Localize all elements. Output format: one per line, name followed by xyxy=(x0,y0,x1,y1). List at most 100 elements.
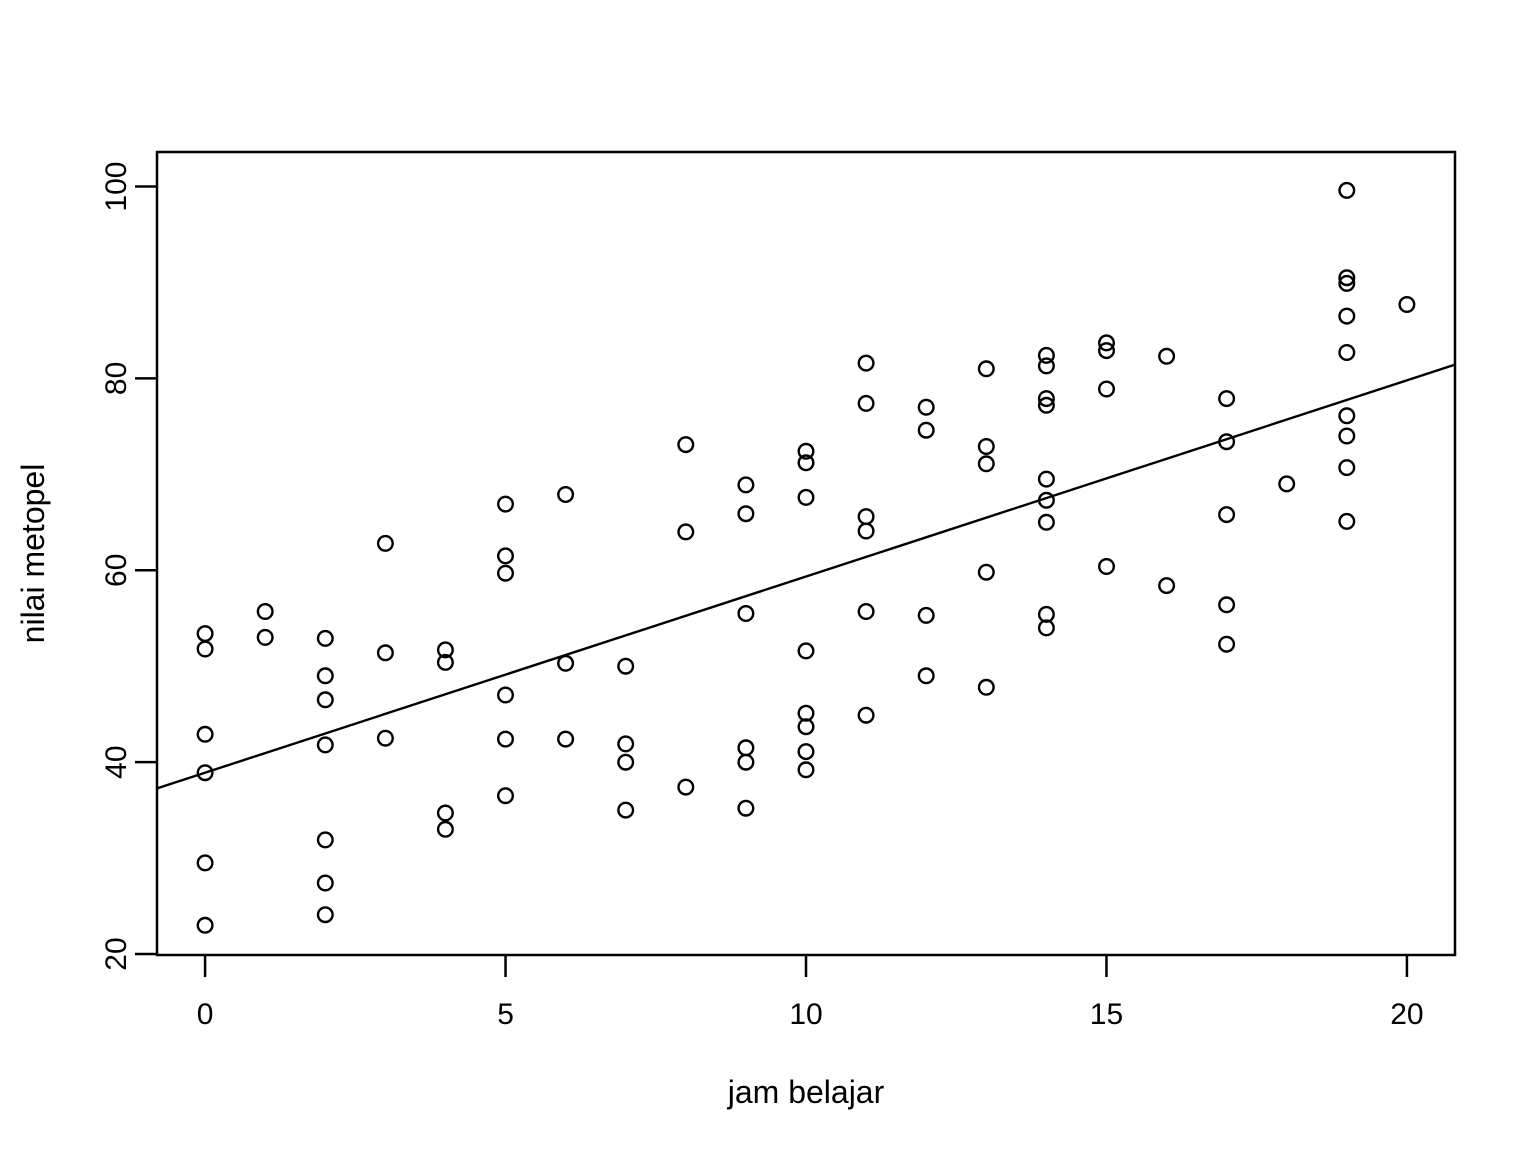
data-point xyxy=(497,686,515,704)
data-point xyxy=(436,820,454,838)
data-point xyxy=(917,398,935,416)
data-point xyxy=(857,394,875,412)
data-point xyxy=(737,799,755,817)
data-point xyxy=(1338,274,1356,292)
data-point xyxy=(1037,390,1055,408)
data-point xyxy=(797,642,815,660)
data-point xyxy=(557,730,575,748)
data-point xyxy=(497,547,515,565)
data-point xyxy=(617,801,635,819)
data-point xyxy=(857,603,875,621)
data-point xyxy=(857,522,875,540)
data-point xyxy=(557,486,575,504)
data-point xyxy=(376,534,394,552)
data-point xyxy=(316,736,334,754)
data-point xyxy=(376,644,394,662)
data-point xyxy=(1218,635,1236,653)
data-point xyxy=(857,354,875,372)
data-point xyxy=(677,778,695,796)
plot-box xyxy=(155,150,1457,957)
x-tick-label: 10 xyxy=(789,998,822,1031)
regression-line xyxy=(156,363,1456,790)
x-tick-label: 0 xyxy=(197,998,214,1031)
data-point xyxy=(797,718,815,736)
data-point xyxy=(1398,296,1416,314)
data-point xyxy=(436,653,454,671)
data-point xyxy=(797,454,815,472)
data-point xyxy=(196,916,214,934)
y-axis-ticks xyxy=(135,185,157,956)
y-tick-label: 60 xyxy=(100,554,133,587)
data-point xyxy=(977,455,995,473)
data-point xyxy=(857,706,875,724)
y-axis-tick-labels: 20 40 60 80 100 xyxy=(100,162,133,971)
data-point xyxy=(1097,558,1115,576)
data-point xyxy=(316,667,334,685)
x-tick-label: 20 xyxy=(1390,998,1423,1031)
data-point xyxy=(977,563,995,581)
data-point xyxy=(196,725,214,743)
data-point xyxy=(857,508,875,526)
data-point xyxy=(1278,475,1296,493)
data-point xyxy=(557,654,575,672)
data-point xyxy=(1037,396,1055,414)
y-tick-label: 100 xyxy=(100,162,133,212)
data-point xyxy=(1037,513,1055,531)
data-point xyxy=(797,743,815,761)
data-point xyxy=(1218,390,1236,408)
data-point xyxy=(677,436,695,454)
data-point xyxy=(1218,596,1236,614)
data-point xyxy=(1338,181,1356,199)
y-axis-title: nilai metopel xyxy=(15,464,51,644)
data-point xyxy=(1097,334,1115,352)
data-point xyxy=(977,438,995,456)
data-point xyxy=(1097,380,1115,398)
data-point xyxy=(1158,577,1176,595)
data-point xyxy=(1218,506,1236,524)
data-point xyxy=(256,628,274,646)
x-tick-label: 15 xyxy=(1090,998,1123,1031)
data-point xyxy=(1338,459,1356,477)
data-point xyxy=(1338,427,1356,445)
data-point xyxy=(977,360,995,378)
data-point xyxy=(617,735,635,753)
data-point xyxy=(316,906,334,924)
data-point xyxy=(1338,407,1356,425)
data-point xyxy=(497,730,515,748)
y-tick-label: 20 xyxy=(100,937,133,970)
data-point xyxy=(1037,357,1055,375)
y-tick-label: 80 xyxy=(100,362,133,395)
data-point xyxy=(1338,512,1356,530)
data-point xyxy=(677,523,695,541)
data-point xyxy=(196,625,214,643)
data-point xyxy=(497,495,515,513)
data-point xyxy=(256,603,274,621)
data-point xyxy=(497,787,515,805)
data-point xyxy=(1037,619,1055,637)
data-point xyxy=(737,739,755,757)
x-axis-tick-labels: 0 5 10 15 20 xyxy=(197,998,1424,1031)
data-point xyxy=(1037,470,1055,488)
y-tick-label: 40 xyxy=(100,745,133,778)
data-point xyxy=(1338,307,1356,325)
data-point xyxy=(1338,269,1356,287)
data-point xyxy=(917,606,935,624)
x-axis-title: jam belajar xyxy=(727,1074,885,1110)
data-point xyxy=(196,854,214,872)
data-point xyxy=(316,629,334,647)
data-point xyxy=(316,691,334,709)
x-axis-ticks xyxy=(203,955,1409,977)
data-point xyxy=(617,753,635,771)
data-point xyxy=(917,667,935,685)
data-point xyxy=(917,421,935,439)
x-tick-label: 5 xyxy=(497,998,514,1031)
data-point xyxy=(316,874,334,892)
data-point xyxy=(1338,344,1356,362)
data-point xyxy=(617,657,635,675)
data-point xyxy=(797,488,815,506)
data-point xyxy=(196,764,214,782)
data-point xyxy=(737,476,755,494)
data-point xyxy=(977,678,995,696)
data-point xyxy=(316,831,334,849)
